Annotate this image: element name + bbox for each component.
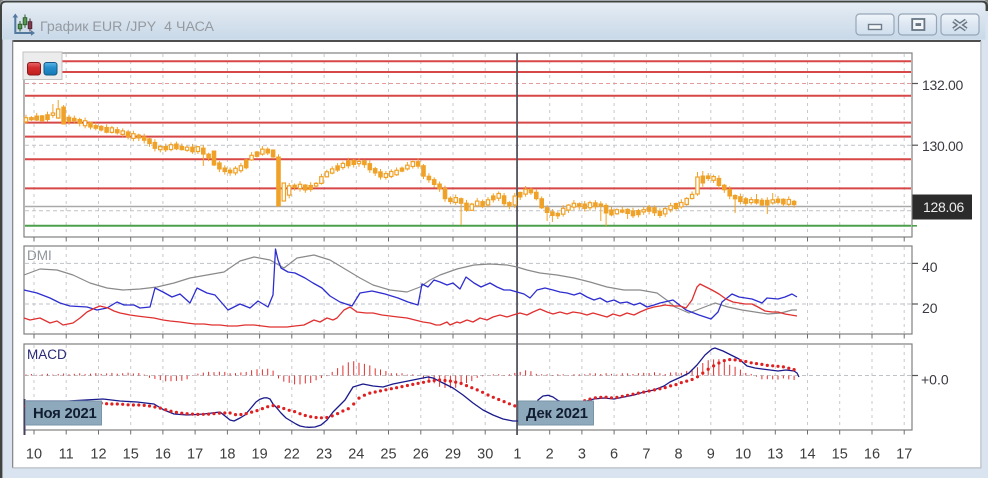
svg-text:9: 9 <box>707 447 715 463</box>
svg-text:16: 16 <box>155 447 171 463</box>
svg-text:22: 22 <box>284 447 300 463</box>
svg-text:24: 24 <box>348 447 364 463</box>
svg-text:130.00: 130.00 <box>922 138 964 154</box>
svg-text:30: 30 <box>477 447 493 463</box>
svg-text:14: 14 <box>799 447 815 463</box>
svg-text:20: 20 <box>922 300 938 316</box>
svg-text:19: 19 <box>252 447 268 463</box>
svg-text:7: 7 <box>642 447 650 463</box>
svg-text:40: 40 <box>922 259 938 275</box>
svg-text:8: 8 <box>675 447 683 463</box>
svg-text:DMI: DMI <box>27 248 52 263</box>
svg-text:15: 15 <box>832 447 848 463</box>
svg-text:128.06: 128.06 <box>923 199 965 215</box>
svg-text:График EUR /JPY 4 ЧАСА: График EUR /JPY 4 ЧАСА <box>40 19 215 35</box>
svg-text:+0.0: +0.0 <box>921 372 949 388</box>
svg-text:25: 25 <box>380 447 396 463</box>
svg-text:132.00: 132.00 <box>922 77 964 93</box>
svg-text:17: 17 <box>896 447 912 463</box>
svg-text:23: 23 <box>316 447 332 463</box>
svg-text:11: 11 <box>59 447 74 463</box>
svg-text:6: 6 <box>610 447 618 463</box>
svg-text:Ноя 2021: Ноя 2021 <box>33 406 97 422</box>
svg-text:2: 2 <box>546 447 554 463</box>
svg-text:Дек 2021: Дек 2021 <box>526 406 588 422</box>
svg-text:26: 26 <box>413 447 429 463</box>
svg-text:18: 18 <box>219 447 235 463</box>
svg-text:10: 10 <box>26 447 42 463</box>
svg-text:13: 13 <box>767 447 783 463</box>
svg-text:3: 3 <box>578 447 586 463</box>
svg-text:17: 17 <box>187 447 203 463</box>
svg-text:16: 16 <box>864 447 880 463</box>
svg-text:15: 15 <box>123 447 139 463</box>
svg-text:1: 1 <box>513 447 521 463</box>
svg-text:10: 10 <box>735 447 751 463</box>
svg-text:12: 12 <box>90 447 106 463</box>
svg-text:29: 29 <box>445 447 461 463</box>
svg-text:MACD: MACD <box>27 347 67 362</box>
